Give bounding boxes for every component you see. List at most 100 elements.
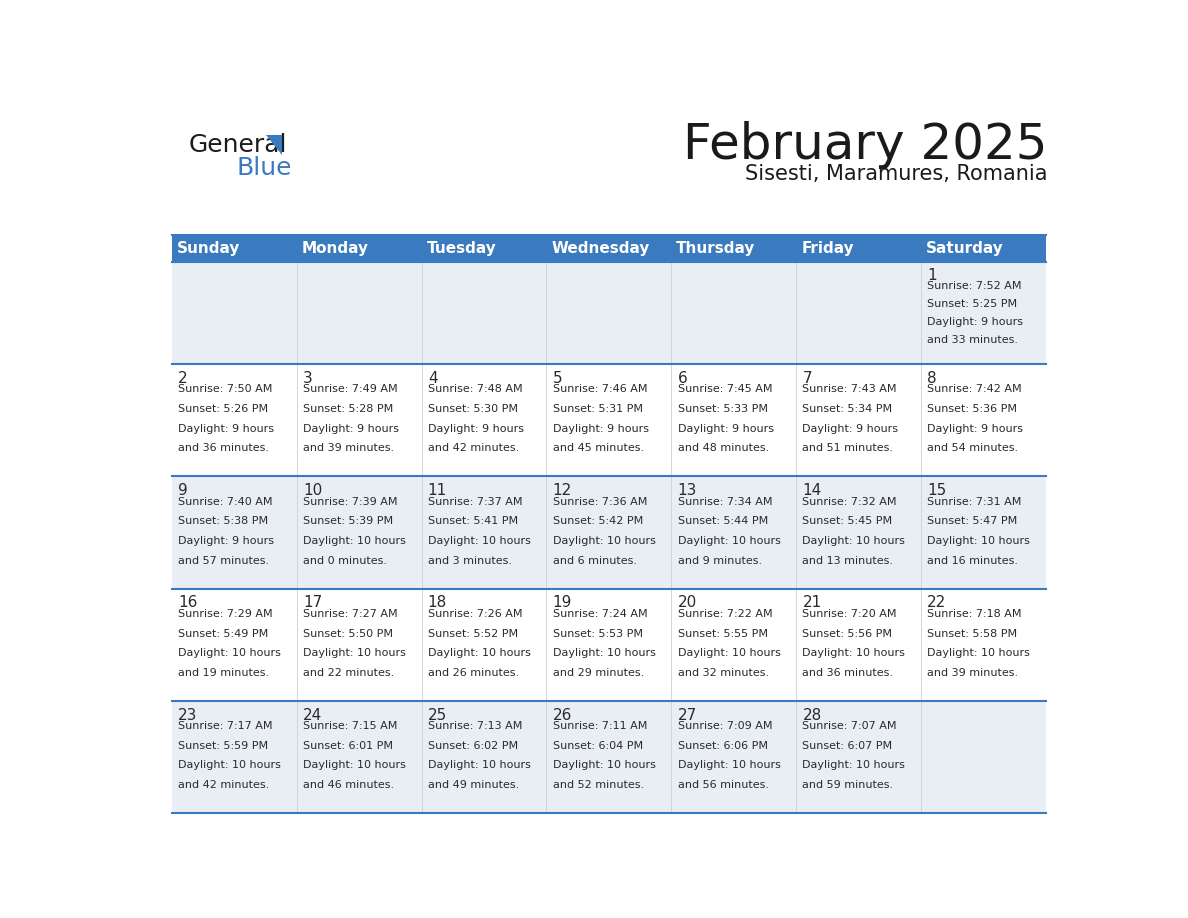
Text: Sunset: 5:28 PM: Sunset: 5:28 PM	[303, 404, 393, 414]
Text: 18: 18	[428, 596, 447, 610]
Bar	[172, 588, 297, 701]
Text: Sunset: 5:41 PM: Sunset: 5:41 PM	[428, 516, 518, 526]
Text: 26: 26	[552, 708, 573, 722]
Text: Daylight: 9 hours: Daylight: 9 hours	[178, 536, 274, 546]
Text: Blue: Blue	[236, 156, 292, 180]
Text: and 26 minutes.: and 26 minutes.	[428, 667, 519, 677]
Text: February 2025: February 2025	[683, 121, 1048, 169]
Text: 9: 9	[178, 483, 188, 498]
Bar	[422, 476, 546, 588]
Text: 2: 2	[178, 371, 188, 386]
Text: 25: 25	[428, 708, 447, 722]
Text: and 51 minutes.: and 51 minutes.	[802, 443, 893, 453]
Text: Friday: Friday	[801, 241, 854, 256]
Text: Daylight: 9 hours: Daylight: 9 hours	[802, 424, 898, 433]
Text: Sunrise: 7:15 AM: Sunrise: 7:15 AM	[303, 722, 397, 731]
Text: Thursday: Thursday	[676, 241, 756, 256]
Text: Sunrise: 7:50 AM: Sunrise: 7:50 AM	[178, 385, 272, 395]
Text: Daylight: 10 hours: Daylight: 10 hours	[428, 648, 531, 658]
Bar	[297, 701, 422, 813]
Text: 22: 22	[928, 596, 947, 610]
Text: Daylight: 10 hours: Daylight: 10 hours	[802, 536, 905, 546]
Text: Sunrise: 7:27 AM: Sunrise: 7:27 AM	[303, 609, 398, 619]
Text: and 42 minutes.: and 42 minutes.	[428, 443, 519, 453]
Text: Sunset: 6:01 PM: Sunset: 6:01 PM	[303, 741, 393, 751]
Text: Saturday: Saturday	[927, 241, 1004, 256]
Bar	[546, 588, 671, 701]
Text: and 54 minutes.: and 54 minutes.	[928, 443, 1018, 453]
Text: Monday: Monday	[302, 241, 368, 256]
Text: Sunrise: 7:48 AM: Sunrise: 7:48 AM	[428, 385, 523, 395]
Text: Sunrise: 7:52 AM: Sunrise: 7:52 AM	[928, 282, 1022, 292]
Text: 16: 16	[178, 596, 197, 610]
Bar	[921, 235, 1045, 262]
Bar	[297, 588, 422, 701]
Text: Daylight: 9 hours: Daylight: 9 hours	[428, 424, 524, 433]
Text: Daylight: 9 hours: Daylight: 9 hours	[178, 424, 274, 433]
Text: Daylight: 10 hours: Daylight: 10 hours	[303, 648, 406, 658]
Text: Sunrise: 7:22 AM: Sunrise: 7:22 AM	[677, 609, 772, 619]
Text: Daylight: 10 hours: Daylight: 10 hours	[928, 648, 1030, 658]
Text: and 22 minutes.: and 22 minutes.	[303, 667, 394, 677]
Bar	[796, 588, 921, 701]
Text: Sunset: 5:42 PM: Sunset: 5:42 PM	[552, 516, 643, 526]
Text: Sunset: 5:30 PM: Sunset: 5:30 PM	[428, 404, 518, 414]
Text: Sunset: 5:58 PM: Sunset: 5:58 PM	[928, 629, 1017, 639]
Bar	[796, 476, 921, 588]
Bar	[422, 235, 546, 262]
Text: Sunset: 5:44 PM: Sunset: 5:44 PM	[677, 516, 767, 526]
Text: Sunset: 5:52 PM: Sunset: 5:52 PM	[428, 629, 518, 639]
Text: Sunrise: 7:09 AM: Sunrise: 7:09 AM	[677, 722, 772, 731]
Text: 21: 21	[802, 596, 822, 610]
Bar	[297, 364, 422, 476]
Text: Daylight: 10 hours: Daylight: 10 hours	[303, 536, 406, 546]
Text: Sunrise: 7:37 AM: Sunrise: 7:37 AM	[428, 497, 523, 507]
Bar	[297, 262, 422, 364]
Text: Daylight: 10 hours: Daylight: 10 hours	[677, 536, 781, 546]
Text: Daylight: 10 hours: Daylight: 10 hours	[552, 760, 656, 770]
Bar	[796, 235, 921, 262]
Bar	[172, 476, 297, 588]
Text: Sunset: 5:50 PM: Sunset: 5:50 PM	[303, 629, 393, 639]
Text: 12: 12	[552, 483, 571, 498]
Text: Tuesday: Tuesday	[426, 241, 497, 256]
Text: and 52 minutes.: and 52 minutes.	[552, 780, 644, 790]
Text: and 9 minutes.: and 9 minutes.	[677, 555, 762, 565]
Text: Sunrise: 7:20 AM: Sunrise: 7:20 AM	[802, 609, 897, 619]
Text: 28: 28	[802, 708, 822, 722]
Text: and 56 minutes.: and 56 minutes.	[677, 780, 769, 790]
Bar	[671, 476, 796, 588]
Text: and 49 minutes.: and 49 minutes.	[428, 780, 519, 790]
Bar	[172, 364, 297, 476]
Bar	[297, 235, 422, 262]
Text: Daylight: 10 hours: Daylight: 10 hours	[802, 760, 905, 770]
Bar	[422, 701, 546, 813]
Bar	[796, 701, 921, 813]
Text: Sunrise: 7:32 AM: Sunrise: 7:32 AM	[802, 497, 897, 507]
Bar	[921, 262, 1045, 364]
Text: Sunset: 5:56 PM: Sunset: 5:56 PM	[802, 629, 892, 639]
Text: Sunrise: 7:43 AM: Sunrise: 7:43 AM	[802, 385, 897, 395]
Text: and 29 minutes.: and 29 minutes.	[552, 667, 644, 677]
Text: and 39 minutes.: and 39 minutes.	[928, 667, 1018, 677]
Text: Sunrise: 7:34 AM: Sunrise: 7:34 AM	[677, 497, 772, 507]
Text: Sunset: 5:38 PM: Sunset: 5:38 PM	[178, 516, 268, 526]
Text: Sunset: 5:53 PM: Sunset: 5:53 PM	[552, 629, 643, 639]
Bar	[671, 701, 796, 813]
Text: 15: 15	[928, 483, 947, 498]
Bar	[422, 588, 546, 701]
Bar	[172, 235, 297, 262]
Text: Sunset: 6:04 PM: Sunset: 6:04 PM	[552, 741, 643, 751]
Text: 23: 23	[178, 708, 197, 722]
Text: Daylight: 9 hours: Daylight: 9 hours	[552, 424, 649, 433]
Bar	[921, 364, 1045, 476]
Text: and 32 minutes.: and 32 minutes.	[677, 667, 769, 677]
Bar	[671, 262, 796, 364]
Text: Sunrise: 7:42 AM: Sunrise: 7:42 AM	[928, 385, 1022, 395]
Text: 17: 17	[303, 596, 322, 610]
Bar	[796, 364, 921, 476]
Text: Sunset: 5:25 PM: Sunset: 5:25 PM	[928, 299, 1017, 309]
Text: Sunrise: 7:36 AM: Sunrise: 7:36 AM	[552, 497, 647, 507]
Text: Sunrise: 7:18 AM: Sunrise: 7:18 AM	[928, 609, 1022, 619]
Text: 20: 20	[677, 596, 697, 610]
